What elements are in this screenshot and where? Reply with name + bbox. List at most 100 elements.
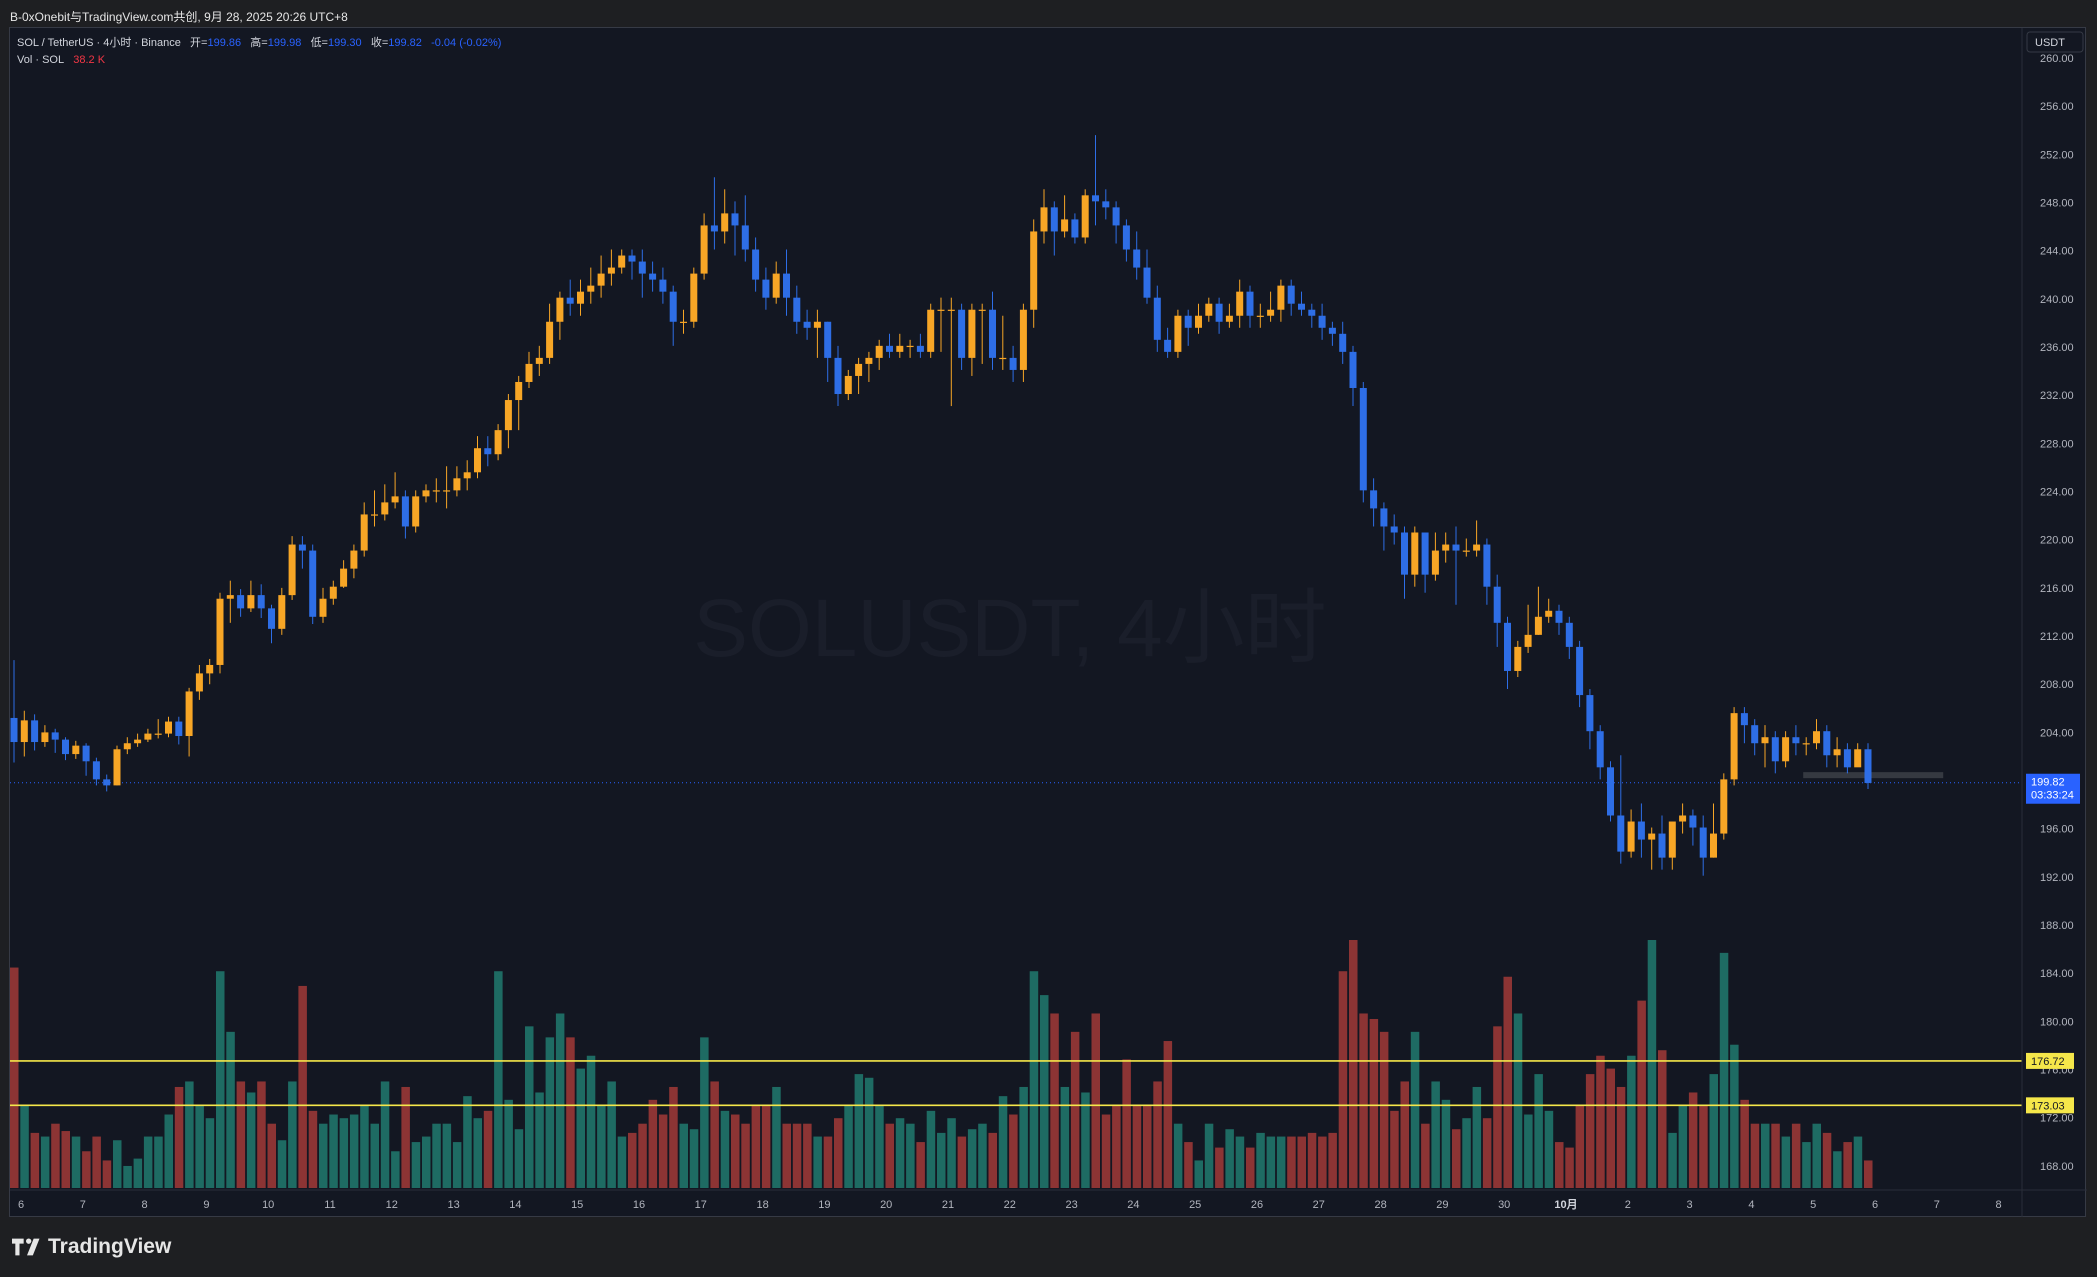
candle-body	[1720, 779, 1728, 834]
volume-bar	[1287, 1136, 1296, 1188]
volume-label[interactable]: Vol · SOL	[17, 54, 65, 66]
candle	[947, 297, 955, 407]
volume-bar	[123, 1165, 132, 1188]
volume-bar	[535, 1092, 544, 1188]
candle	[875, 339, 883, 370]
volume-bar	[113, 1140, 122, 1188]
time-tick-label: 26	[1251, 1199, 1263, 1211]
price-tick-label: 240.00	[2040, 294, 2074, 306]
volume-bar	[10, 967, 19, 1188]
candle-body	[206, 664, 214, 674]
candle-body	[916, 345, 924, 352]
volume-bar	[813, 1136, 822, 1188]
high-value: 199.98	[267, 37, 302, 49]
candle	[412, 490, 420, 533]
candle-body	[1256, 315, 1264, 317]
price-tick-label: 172.00	[2040, 1113, 2074, 1125]
candle-body	[216, 598, 224, 665]
volume-bar	[741, 1123, 750, 1188]
volume-bar	[1349, 940, 1358, 1188]
candle-body	[1637, 821, 1645, 840]
candle-body	[1596, 731, 1604, 768]
candle	[1761, 725, 1769, 768]
candle-body	[350, 550, 358, 569]
candle	[1349, 345, 1357, 407]
candle-body	[1401, 532, 1408, 575]
volume-bar	[875, 1105, 884, 1188]
candle	[649, 261, 657, 292]
volume-bar	[1060, 1086, 1070, 1188]
candle	[1514, 640, 1522, 678]
candle	[669, 285, 677, 346]
volume-bar	[720, 1110, 730, 1188]
bar-countdown: 03:33:24	[2031, 790, 2074, 802]
volume-bar	[102, 1160, 112, 1188]
candle-body	[494, 430, 502, 455]
volume-bar	[30, 1132, 40, 1188]
candle	[1019, 303, 1027, 382]
candle-body	[875, 345, 883, 358]
volume-bar	[92, 1136, 101, 1188]
volume-bar	[689, 1129, 699, 1188]
range-marker[interactable]	[1803, 772, 1944, 779]
candle	[1607, 761, 1614, 822]
chart-pane[interactable]: SOLUSDT, 4小时 USDT 260.00 256.00 252.00 248.00…	[9, 27, 2087, 1218]
candle-body	[1019, 309, 1027, 370]
volume-bar	[473, 1118, 482, 1188]
candle-body	[391, 496, 399, 503]
price-tick-label: 196.00	[2040, 824, 2074, 836]
candle-body	[721, 213, 729, 232]
candle	[1483, 538, 1491, 605]
share-header: B-0xOnebit与TradingView.com共创, 9月 28, 202…	[0, 0, 2097, 27]
candle-body	[1854, 749, 1862, 768]
volume-bar	[1246, 1147, 1255, 1188]
volume-bar	[195, 1105, 204, 1188]
volume-bar	[288, 1081, 297, 1188]
volume-bar	[1740, 1099, 1749, 1188]
candle-body	[144, 733, 152, 740]
candle-body	[165, 721, 172, 734]
candle-body	[1390, 526, 1398, 533]
volume-bar	[792, 1123, 802, 1188]
candle	[1442, 532, 1450, 563]
candle	[1102, 189, 1110, 220]
time-tick-label: 10月	[1554, 1198, 1577, 1211]
candle-body	[1813, 731, 1820, 744]
candle-body	[1308, 309, 1316, 316]
candle-body	[1555, 610, 1563, 623]
candle	[20, 710, 28, 757]
candle-body	[1493, 586, 1501, 623]
candle	[51, 728, 59, 753]
candle	[1184, 309, 1192, 346]
volume-bar	[1802, 1142, 1811, 1188]
candle-body	[1792, 737, 1800, 744]
time-tick-label: 8	[142, 1199, 148, 1211]
candle	[978, 303, 986, 364]
currency-label[interactable]: USDT	[2035, 37, 2065, 49]
volume-bar	[885, 1123, 894, 1188]
candle-body	[92, 761, 100, 780]
symbol-line[interactable]: SOL / TetherUS · 4小时 · Binance	[17, 37, 181, 49]
candle-body	[1040, 207, 1048, 232]
currency-button[interactable]	[2026, 31, 2084, 53]
candle-body	[1298, 303, 1305, 310]
volume-bar	[1101, 1114, 1111, 1188]
candle-body	[783, 273, 790, 298]
candle-body	[669, 291, 677, 322]
volume-bar	[277, 1140, 287, 1188]
candle-body	[1514, 646, 1522, 671]
candle	[453, 466, 461, 497]
volume-bar	[1431, 1081, 1440, 1188]
candle-body	[1225, 315, 1233, 322]
volume-bar	[1173, 1123, 1183, 1188]
candle-body	[607, 267, 615, 274]
price-chart[interactable]: SOLUSDT, 4小时 USDT 260.00 256.00 252.00 248.00…	[10, 28, 2087, 1218]
candle-body	[268, 608, 275, 629]
tradingview-logo[interactable]: TradingView	[12, 1235, 171, 1259]
candle	[741, 195, 749, 262]
candle-body	[927, 309, 935, 352]
volume-bar	[669, 1086, 678, 1188]
volume-bar	[710, 1081, 719, 1188]
candle-body	[237, 595, 245, 609]
volume-bar	[360, 1105, 369, 1188]
